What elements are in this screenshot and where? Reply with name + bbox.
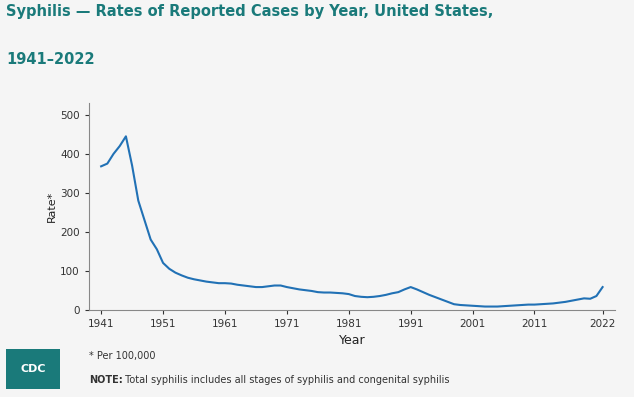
Text: Syphilis — Rates of Reported Cases by Year, United States,: Syphilis — Rates of Reported Cases by Ye… [6,4,494,19]
X-axis label: Year: Year [339,334,365,347]
Text: 1941–2022: 1941–2022 [6,52,95,67]
Text: Total syphilis includes all stages of syphilis and congenital syphilis: Total syphilis includes all stages of sy… [122,375,450,385]
Y-axis label: Rate*: Rate* [48,191,57,222]
Text: NOTE:: NOTE: [89,375,122,385]
Text: * Per 100,000: * Per 100,000 [89,351,155,361]
Text: CDC: CDC [20,364,46,374]
